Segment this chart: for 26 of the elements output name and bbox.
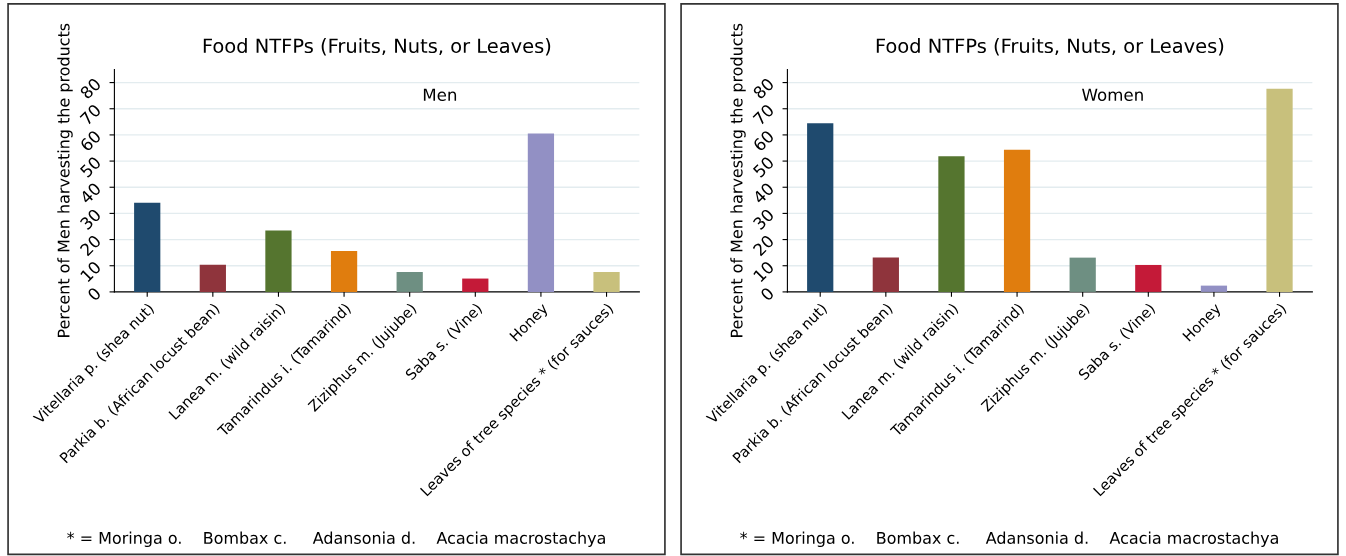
y-tick-label: 80 <box>79 77 102 100</box>
y-tick-label: 80 <box>752 77 775 100</box>
y-axis-title: Percent of Men harvesting the products <box>730 23 746 337</box>
chart-title: Food NTFPs (Fruits, Nuts, or Leaves) <box>876 38 1224 56</box>
y-tick-label: 20 <box>79 234 102 257</box>
annotation: Women <box>1082 88 1143 102</box>
y-tick-label: 0 <box>759 286 775 302</box>
y-tick-label: 70 <box>752 103 775 126</box>
y-tick-label: 30 <box>752 208 775 231</box>
y-tick-label: 50 <box>752 155 775 178</box>
chart-title: Food NTFPs (Fruits, Nuts, or Leaves) <box>203 38 551 56</box>
y-tick-label: 0 <box>86 286 102 302</box>
y-tick-label: 10 <box>79 260 102 283</box>
y-tick-label: 50 <box>79 155 102 178</box>
y-tick-label: 60 <box>79 129 102 152</box>
y-tick-label: 40 <box>79 181 102 205</box>
y-tick-label: 10 <box>752 260 775 283</box>
y-tick-label: 60 <box>752 129 775 152</box>
y-tick-label: 30 <box>79 208 102 231</box>
y-tick-label: 40 <box>752 181 775 205</box>
y-tick-label: 70 <box>79 103 102 126</box>
y-tick-label: 20 <box>752 234 775 257</box>
text: * = Moringa o. Bombax c. Adansonia d. Acacia macrostachya <box>740 531 1278 548</box>
text: * = Moringa o. Bombax c. Adansonia d. Acacia macrostachya <box>67 531 605 548</box>
annotation: Men <box>423 88 457 102</box>
y-axis-title: Percent of Men harvesting the products <box>57 23 73 337</box>
